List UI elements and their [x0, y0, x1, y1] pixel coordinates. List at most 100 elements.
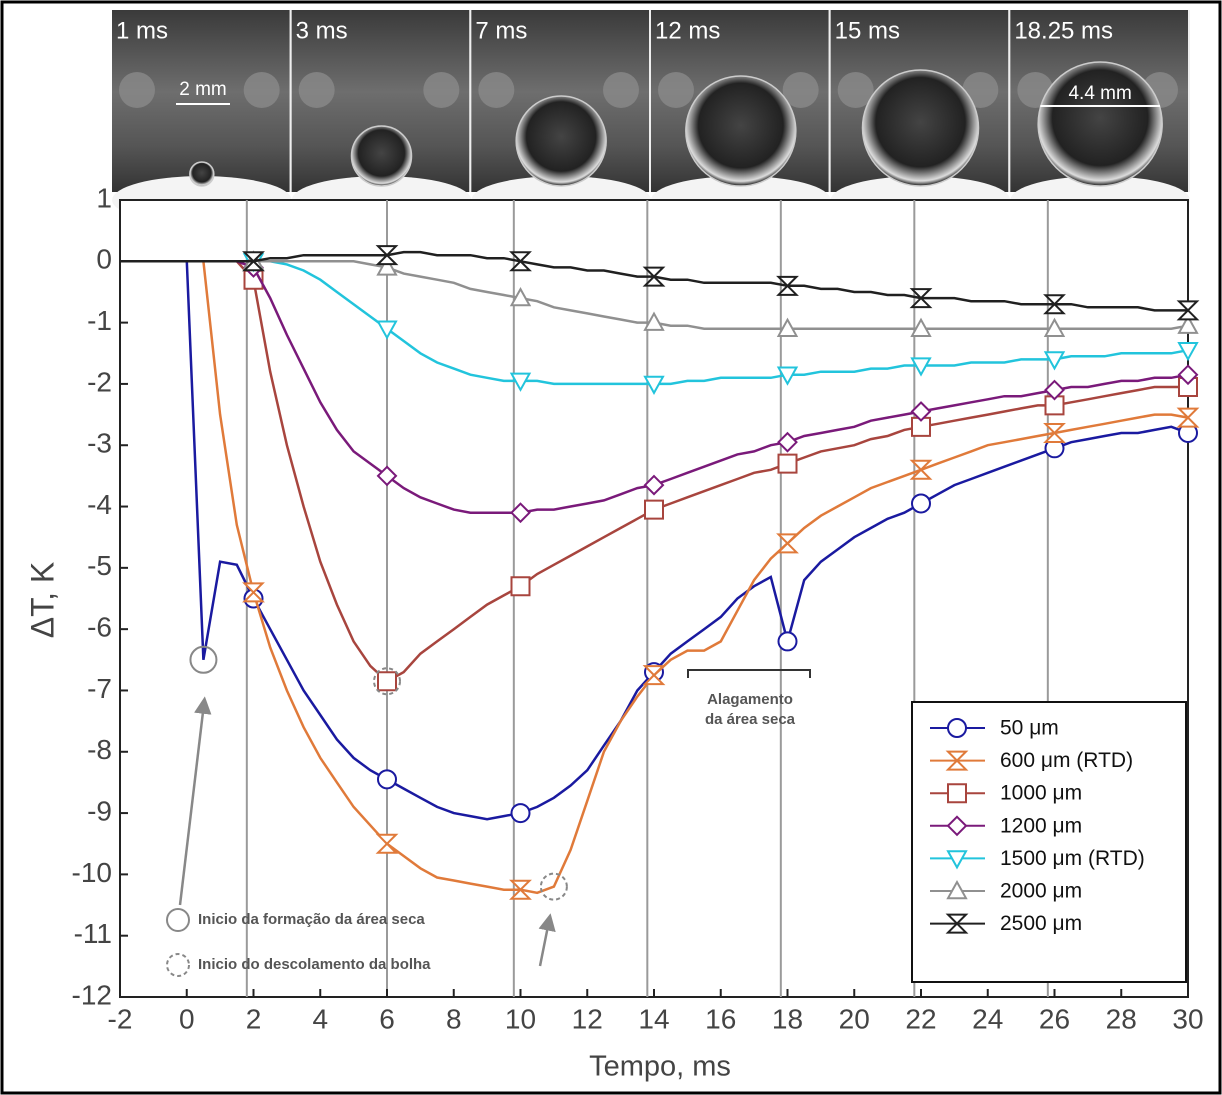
- marker: [377, 769, 397, 790]
- photo-blob: [658, 72, 694, 108]
- x-tick-label: 10: [505, 1003, 536, 1034]
- series: [120, 250, 1199, 337]
- annotation: Inicio do descolamento da bolha: [198, 956, 431, 973]
- y-tick-label: -9: [87, 795, 112, 826]
- marker: [909, 459, 933, 480]
- y-tick-label: -6: [87, 612, 112, 643]
- event-circle: [373, 667, 401, 696]
- legend-circle: [166, 908, 190, 932]
- y-tick-label: -11: [74, 918, 112, 949]
- photo-label: 7 ms: [475, 17, 527, 44]
- marker: [510, 502, 531, 524]
- photo-blob: [119, 72, 155, 108]
- legend-label: 2500 μm: [1000, 912, 1082, 935]
- bubble: [350, 125, 413, 187]
- y-tick-label: -1: [87, 305, 112, 336]
- series: [120, 260, 1200, 900]
- marker: [1177, 342, 1199, 362]
- legend-label: 1000 μm: [1000, 782, 1082, 805]
- x-axis-label: Tempo, ms: [589, 1051, 731, 1083]
- scale-label: 2 mm: [179, 79, 227, 100]
- x-tick-label: 30: [1172, 1003, 1203, 1034]
- legend-label: 600 μm (RTD): [1000, 749, 1133, 772]
- photo-label: 1 ms: [116, 17, 168, 44]
- scale-label: 4.4 mm: [1068, 83, 1131, 104]
- legend-marker: [947, 783, 967, 804]
- marker: [1177, 314, 1199, 334]
- legend-label: 2000 μm: [1000, 880, 1082, 903]
- legend-label: 1500 μm (RTD): [1000, 847, 1145, 870]
- y-tick-label: -2: [87, 366, 112, 397]
- annotation: Inicio da formação da área seca: [198, 911, 425, 928]
- marker: [509, 372, 532, 392]
- x-tick-label: -2: [108, 1003, 133, 1034]
- marker: [910, 401, 932, 422]
- marker: [910, 317, 932, 337]
- marker: [777, 431, 798, 453]
- marker: [1176, 407, 1200, 428]
- marker: [1043, 294, 1066, 315]
- marker: [776, 366, 799, 386]
- event-circle: [539, 872, 568, 901]
- y-tick-label: 0: [96, 244, 112, 275]
- marker: [776, 275, 799, 296]
- marker: [642, 266, 666, 287]
- x-tick-label: 26: [1039, 1003, 1070, 1034]
- arrow: [178, 696, 212, 906]
- marker: [509, 879, 532, 900]
- series: [120, 253, 1199, 395]
- marker: [510, 803, 531, 824]
- marker: [509, 251, 532, 272]
- marker: [377, 671, 397, 692]
- marker: [1177, 364, 1199, 386]
- marker: [776, 533, 799, 554]
- marker: [644, 499, 664, 520]
- marker: [643, 311, 665, 331]
- legend-label: 1200 μm: [1000, 814, 1082, 837]
- x-tick-label: 16: [705, 1003, 736, 1034]
- marker: [375, 245, 399, 266]
- series: [120, 245, 1200, 321]
- marker: [1043, 351, 1066, 371]
- y-tick-label: -10: [72, 857, 112, 888]
- x-tick-label: 24: [972, 1003, 1003, 1034]
- legend-marker: [945, 913, 969, 934]
- marker: [510, 576, 531, 597]
- y-tick-label: -12: [72, 979, 112, 1010]
- bubble: [685, 75, 797, 187]
- x-tick-label: 28: [1106, 1003, 1137, 1034]
- x-tick-label: 12: [572, 1003, 603, 1034]
- legend-box: [911, 701, 1187, 983]
- marker: [376, 256, 398, 276]
- bubble: [515, 95, 607, 187]
- legend-marker: [946, 879, 968, 900]
- y-tick-label: -4: [87, 489, 112, 520]
- x-tick-label: 6: [379, 1003, 395, 1034]
- plot-area: -2 0 2 4 6 8 10 12 14 16 18 20 22 24 26 28 3010-1-2-3-4-…: [72, 182, 1204, 1034]
- x-tick-label: 20: [839, 1003, 870, 1034]
- legend-marker: [947, 718, 967, 738]
- marker: [1044, 379, 1065, 401]
- x-tick-label: 8: [446, 1003, 462, 1034]
- marker: [1176, 300, 1200, 321]
- photo-blob: [603, 72, 639, 108]
- marker: [376, 320, 398, 340]
- marker: [242, 582, 265, 603]
- marker: [376, 465, 398, 487]
- marker: [509, 287, 532, 307]
- annotation: da área seca: [705, 711, 796, 728]
- photo-label: 15 ms: [835, 17, 900, 44]
- bubble: [861, 69, 980, 187]
- y-tick-label: -3: [87, 428, 112, 459]
- photo-blob: [423, 72, 460, 108]
- y-tick-label: -8: [87, 734, 112, 765]
- legend-marker: [945, 750, 969, 771]
- marker: [777, 631, 798, 652]
- marker: [375, 833, 399, 854]
- legend-label: 50 μm: [1000, 717, 1059, 740]
- x-tick-label: 14: [638, 1003, 669, 1034]
- marker: [242, 251, 265, 272]
- marker: [910, 357, 932, 377]
